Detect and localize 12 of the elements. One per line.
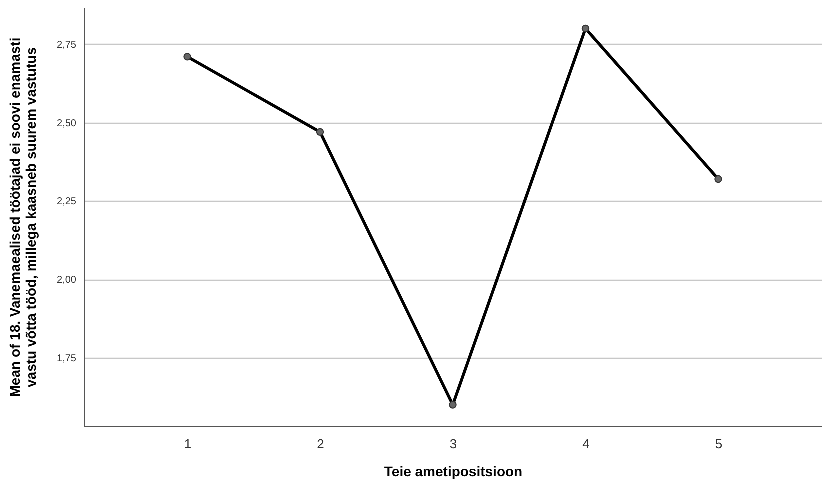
y-axis-title: Mean of 18. Vanemaealised töötajad ei soovi enamasti vastu võtta tööd, millega kaasneb suurem vastutus xyxy=(7,38,40,398)
y-tick-label: 1,75 xyxy=(57,353,77,364)
y-tick-label: 2,00 xyxy=(57,275,77,286)
x-tick-label: 2 xyxy=(317,436,324,452)
x-tick-label: 3 xyxy=(450,436,458,452)
y-tick-label: 2,75 xyxy=(57,40,77,51)
y-tick-label: 2,50 xyxy=(57,118,77,130)
x-tick-label: 5 xyxy=(715,436,723,452)
x-axis-title: Teie ametipositsioon xyxy=(384,464,523,480)
x-tick-label: 4 xyxy=(582,436,590,452)
y-tick-label: 2,25 xyxy=(57,196,77,208)
x-tick-label: 1 xyxy=(184,436,192,452)
